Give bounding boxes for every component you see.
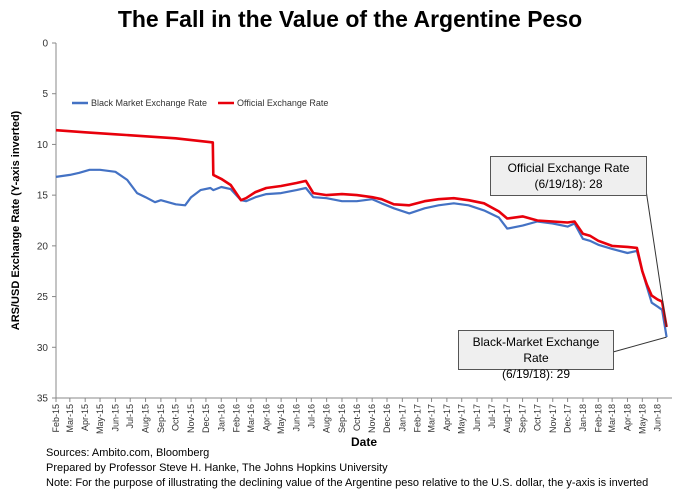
x-tick-label: Aug-16 [322, 404, 332, 433]
x-tick-label: Oct-17 [532, 404, 542, 431]
x-tick-label: Jul-17 [487, 404, 497, 429]
legend: Black Market Exchange Rate Official Excha… [72, 98, 328, 108]
x-tick-label: Jun-15 [110, 404, 120, 432]
x-tick-label: Oct-15 [171, 404, 181, 431]
callout-lines [612, 189, 668, 353]
x-tick-label: Mar-15 [65, 404, 75, 433]
x-tick-label: Jan-17 [397, 404, 407, 432]
x-tick-label: Jun-18 [653, 404, 663, 432]
series-line-black-market [55, 168, 668, 338]
x-tick-label: May-17 [457, 404, 467, 434]
x-tick-label: May-15 [95, 404, 105, 434]
x-tick-label: Feb-16 [232, 404, 242, 433]
callout-black-leader [612, 336, 667, 353]
x-tick-label: Nov-16 [367, 404, 377, 433]
x-tick-label: Jun-17 [472, 404, 482, 432]
prepared-by-note: Prepared by Professor Steve H. Hanke, Th… [46, 462, 388, 474]
callout-official-leader [645, 189, 668, 328]
callout-official: Official Exchange Rate (6/19/18): 28 [490, 156, 647, 196]
x-tick-label: Oct-16 [352, 404, 362, 431]
x-axis-label: Date [351, 435, 377, 449]
sources-note: Sources: Ambito.com, Bloomberg [46, 447, 210, 459]
x-tick-label: Mar-18 [607, 404, 617, 433]
callout-official-line2: (6/19/18): 28 [534, 177, 603, 191]
x-tick-label: Jan-16 [216, 404, 226, 432]
x-tick-label: Dec-16 [382, 404, 392, 433]
callout-official-line1: Official Exchange Rate [507, 161, 630, 175]
y-tick-label: 10 [37, 140, 49, 151]
callout-black: Black-Market Exchange Rate (6/19/18): 29 [458, 330, 614, 381]
x-tick-label: Mar-17 [427, 404, 437, 433]
x-tick-label: Sep-16 [337, 404, 347, 433]
series-line-official [55, 128, 668, 328]
x-tick-label: Nov-15 [186, 404, 196, 433]
y-tick-label: 5 [42, 89, 48, 100]
x-tick-label: Sep-15 [156, 404, 166, 433]
callout-black-line2: (6/19/18): 29 [501, 367, 571, 381]
notes: Sources: Ambito.com, Bloomberg Prepared … [46, 446, 648, 491]
x-tick-label: Nov-17 [548, 404, 558, 433]
x-tick-label: Feb-15 [51, 404, 61, 433]
x-tick-label: Feb-18 [593, 404, 603, 433]
x-tick-label: Jan-18 [578, 404, 588, 432]
y-tick-label: 0 [42, 39, 48, 50]
y-axis-label: ARS/USD Exchange Rate (Y-axis inverted) [10, 110, 22, 330]
legend-entry: Official Exchange Rate [237, 98, 328, 108]
y-tick-label: 15 [37, 191, 49, 202]
legend-entry: Black Market Exchange Rate [91, 98, 207, 108]
y-tick-label: 25 [37, 292, 49, 303]
x-tick-label: Jun-16 [291, 404, 301, 432]
x-tick-label: May-16 [276, 404, 286, 434]
y-tick-label: 35 [37, 394, 49, 405]
axis-inverted-note: Note: For the purpose of illustrating th… [46, 477, 649, 489]
x-tick-label: May-18 [637, 404, 647, 434]
chart-title: The Fall in the Value of the Argentine P… [117, 6, 583, 32]
x-tick-label: Apr-16 [261, 404, 271, 431]
y-tick-label: 30 [37, 343, 49, 354]
x-tick-label: Dec-15 [201, 404, 211, 433]
x-tick-label: Jul-16 [306, 404, 316, 429]
x-tick-label: Feb-17 [413, 404, 423, 433]
x-tick-label: Apr-18 [622, 404, 632, 431]
y-tick-label: 20 [37, 241, 49, 252]
x-tick-label: Jul-15 [125, 404, 135, 429]
x-tick-label: Apr-17 [442, 404, 452, 431]
x-tick-label: Sep-17 [518, 404, 528, 433]
series-layer [55, 128, 668, 338]
x-tick-label: Apr-15 [80, 404, 90, 431]
x-tick-label: Aug-15 [141, 404, 151, 433]
x-tick-label: Dec-17 [563, 404, 573, 433]
x-tick-label: Aug-17 [502, 404, 512, 433]
callout-black-line1: Black-Market Exchange Rate [472, 335, 600, 365]
x-tick-label: Mar-16 [246, 404, 256, 433]
